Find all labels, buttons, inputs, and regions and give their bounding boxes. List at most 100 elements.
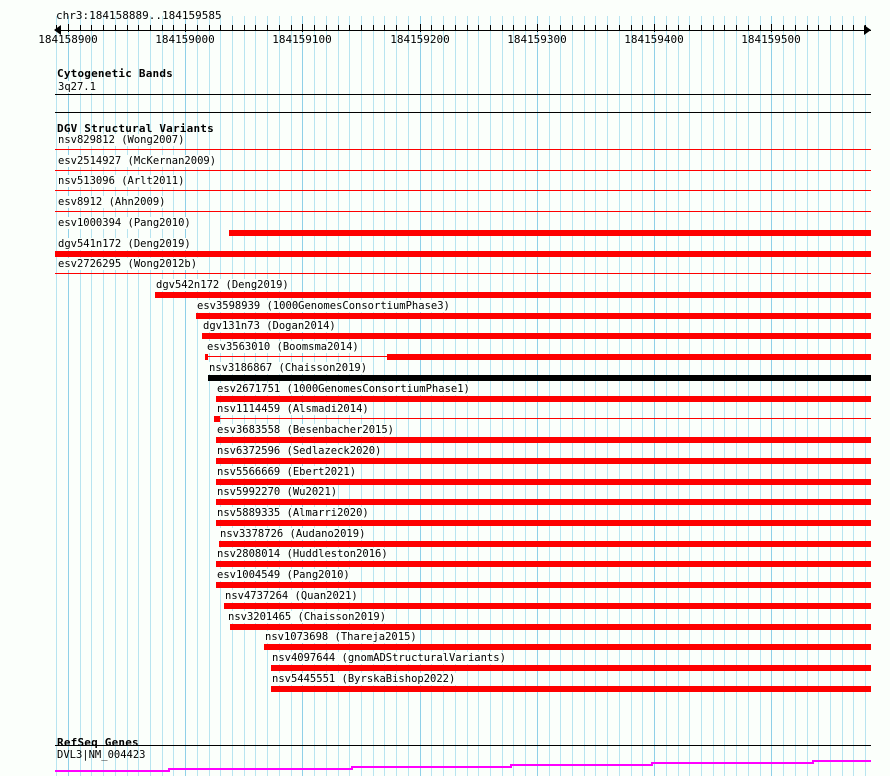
dgv-variant-bar[interactable] — [271, 665, 871, 671]
cytoband-label: 3q27.1 — [57, 81, 97, 93]
ruler-minor-tick — [338, 25, 339, 31]
ruler-minor-tick — [619, 25, 620, 31]
dgv-track-label[interactable]: dgv131n73 (Dogan2014) — [202, 320, 337, 332]
dgv-track-label[interactable]: nsv1073698 (Thareja2015) — [264, 631, 418, 643]
ruler-minor-tick — [150, 25, 151, 31]
dgv-track-label[interactable]: dgv542n172 (Deng2019) — [155, 279, 290, 291]
dgv-track-label[interactable]: nsv5445551 (ByrskaBishop2022) — [271, 673, 457, 685]
dgv-track-label[interactable]: dgv541n172 (Deng2019) — [57, 238, 192, 250]
dgv-variant-bar[interactable] — [264, 644, 871, 650]
dgv-track-label[interactable]: esv3683558 (Besenbacher2015) — [216, 424, 396, 436]
ruler-tick-label: 184159400 — [624, 33, 684, 46]
ruler-minor-tick — [91, 25, 92, 31]
dgv-track-label[interactable]: esv2514927 (McKernan2009) — [57, 155, 218, 167]
ruler-minor-tick — [678, 25, 679, 31]
dgv-track-label[interactable]: esv2671751 (1000GenomesConsortiumPhase1) — [216, 383, 471, 395]
ruler-major-tick — [771, 24, 772, 32]
dgv-variant-bar[interactable] — [229, 230, 871, 236]
ruler-major-tick — [654, 24, 655, 32]
gene-exon-segment[interactable] — [651, 762, 812, 764]
ruler-minor-tick — [724, 25, 725, 31]
gene-intron-connector — [812, 760, 814, 764]
dgv-variant-bar[interactable] — [216, 582, 871, 588]
ruler-minor-tick — [209, 25, 210, 31]
ruler-minor-tick — [373, 25, 374, 31]
dgv-track-label[interactable]: nsv6372596 (Sedlazeck2020) — [216, 445, 383, 457]
dgv-track-label[interactable]: esv1004549 (Pang2010) — [216, 569, 351, 581]
dgv-variant-line[interactable] — [220, 418, 871, 419]
dgv-variant-bar[interactable] — [155, 292, 871, 298]
dgv-track-label[interactable]: nsv1114459 (Alsmadi2014) — [216, 403, 370, 415]
dgv-track-label[interactable]: nsv3186867 (Chaisson2019) — [208, 362, 369, 374]
gene-exon-segment[interactable] — [510, 764, 651, 766]
dgv-variant-bar[interactable] — [219, 541, 871, 547]
dgv-variant-bar[interactable] — [216, 437, 871, 443]
ruler-minor-tick — [291, 25, 292, 31]
dgv-track-label[interactable]: nsv5566669 (Ebert2021) — [216, 466, 358, 478]
ruler-minor-tick — [783, 25, 784, 31]
dgv-variant-bar[interactable] — [216, 458, 871, 464]
gene-exon-segment[interactable] — [351, 766, 510, 768]
dgv-track-label[interactable]: nsv3201465 (Chaisson2019) — [227, 611, 388, 623]
ruler-minor-tick — [818, 25, 819, 31]
dgv-track-label[interactable]: nsv3378726 (Audano2019) — [219, 528, 367, 540]
gene-exon-segment[interactable] — [168, 768, 351, 770]
dgv-variant-bar[interactable] — [202, 333, 871, 339]
dgv-track-label[interactable]: esv2726295 (Wong2012b) — [57, 258, 199, 270]
dgv-track-label[interactable]: nsv513096 (Arlt2011) — [57, 175, 186, 187]
dgv-variant-line[interactable] — [55, 190, 871, 191]
dgv-variant-bar[interactable] — [230, 624, 871, 630]
dgv-track-label[interactable]: nsv2808014 (Huddleston2016) — [216, 548, 389, 560]
ruler-minor-tick — [443, 25, 444, 31]
dgv-variant-line[interactable] — [55, 170, 871, 171]
dgv-variant-bar[interactable] — [387, 354, 871, 360]
dgv-track-label[interactable]: nsv4097644 (gnomADStructuralVariants) — [271, 652, 507, 664]
ruler-minor-tick — [490, 25, 491, 31]
ruler-minor-tick — [127, 25, 128, 31]
gene-label-dvl3: DVL3|NM_004423 — [57, 749, 146, 761]
ruler-minor-tick — [865, 25, 866, 31]
ruler-minor-tick — [701, 25, 702, 31]
ruler-tick-label: 184159300 — [507, 33, 567, 46]
ruler-minor-tick — [853, 25, 854, 31]
ruler-major-tick — [302, 24, 303, 32]
dgv-variant-line[interactable] — [55, 273, 871, 274]
dgv-variant-bar[interactable] — [216, 520, 871, 526]
ruler-minor-tick — [631, 25, 632, 31]
dgv-variant-bar[interactable] — [214, 416, 220, 422]
dgv-variant-bar[interactable] — [271, 686, 871, 692]
dgv-variant-line[interactable] — [55, 149, 871, 150]
dgv-variant-start-tick[interactable] — [205, 354, 208, 360]
ruler-tick-label: 184159500 — [741, 33, 801, 46]
ruler-minor-tick — [232, 25, 233, 31]
dgv-variant-bar[interactable] — [208, 375, 871, 381]
cytoband-rule-top — [55, 94, 871, 95]
ruler-minor-tick — [842, 25, 843, 31]
ruler-minor-tick — [115, 25, 116, 31]
dgv-track-label[interactable]: esv1000394 (Pang2010) — [57, 217, 192, 229]
dgv-variant-line[interactable] — [55, 211, 871, 212]
dgv-track-label[interactable]: nsv5992270 (Wu2021) — [216, 486, 339, 498]
dgv-variant-bar[interactable] — [216, 499, 871, 505]
dgv-variant-bar[interactable] — [216, 561, 871, 567]
ruler-minor-tick — [138, 25, 139, 31]
dgv-track-label[interactable]: esv3598939 (1000GenomesConsortiumPhase3) — [196, 300, 451, 312]
ruler-axis — [55, 30, 871, 31]
ruler-minor-tick — [396, 25, 397, 31]
dgv-variant-bar[interactable] — [224, 603, 871, 609]
ruler-left-arrow-icon — [54, 25, 61, 35]
dgv-variant-line[interactable] — [205, 356, 387, 357]
gene-exon-segment[interactable] — [812, 760, 871, 762]
dgv-track-label[interactable]: nsv829812 (Wong2007) — [57, 134, 186, 146]
dgv-track-label[interactable]: nsv5889335 (Almarri2020) — [216, 507, 370, 519]
dgv-variant-bar[interactable] — [216, 396, 871, 402]
dgv-track-label[interactable]: esv3563010 (Boomsma2014) — [206, 341, 360, 353]
ruler-minor-tick — [314, 25, 315, 31]
dgv-variant-bar[interactable] — [55, 251, 871, 257]
dgv-variant-bar[interactable] — [216, 479, 871, 485]
dgv-track-label[interactable]: nsv4737264 (Quan2021) — [224, 590, 359, 602]
ruler-minor-tick — [361, 25, 362, 31]
dgv-variant-bar[interactable] — [196, 313, 871, 319]
dgv-track-label[interactable]: esv8912 (Ahn2009) — [57, 196, 167, 208]
gene-exon-segment[interactable] — [55, 770, 168, 772]
